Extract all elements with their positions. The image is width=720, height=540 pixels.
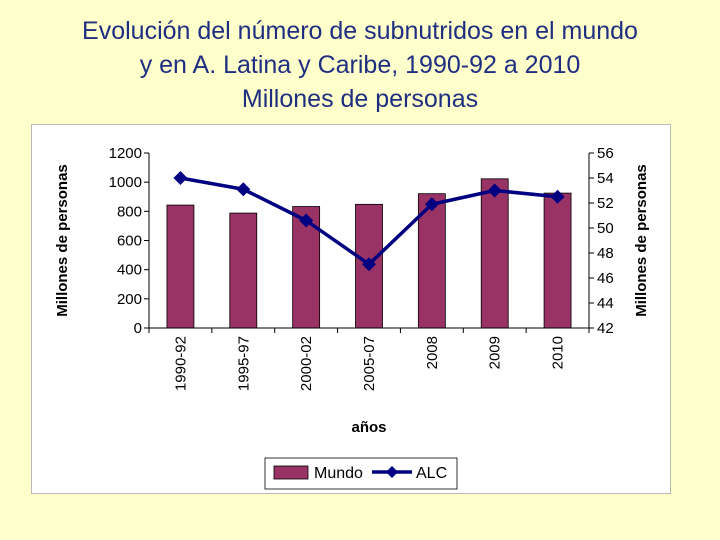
y2-tick-label-46: 46	[597, 270, 614, 287]
y2-tick-label-56: 56	[597, 145, 614, 162]
point-alc-2009	[487, 183, 502, 198]
y2-tick-label-54: 54	[597, 170, 614, 187]
combo-chart: 0 200 400 600 800 1000 1200 42 44 46 48 50 52 54 56 199…	[54, 145, 650, 490]
chart-area: 0 200 400 600 800 1000 1200 42 44 46 48 50 52 54 56 199…	[31, 124, 671, 494]
y-tick-label-600: 600	[117, 233, 142, 250]
x-tick-label-2008: 2008	[424, 336, 441, 369]
bar-mundo-2008	[417, 193, 446, 329]
point-alc-1990-92	[173, 171, 188, 185]
x-tick-label-2010: 2010	[550, 336, 567, 369]
title-line-1: Evolución del número de subnutridos en e…	[82, 17, 638, 45]
legend-marker-alc	[386, 466, 398, 478]
legend-label-mundo: Mundo	[314, 465, 363, 482]
point-alc-2010	[550, 189, 565, 204]
legend-label-alc: ALC	[416, 465, 447, 482]
x-axis-title: años	[351, 419, 386, 436]
y-tick-label-1000: 1000	[109, 174, 142, 191]
title-line-3: Millones de personas	[241, 85, 479, 113]
y2-tick-label-52: 52	[597, 195, 614, 212]
y-tick-label-0: 0	[134, 320, 142, 337]
x-tick-label-1990-92: 1990-92	[172, 336, 189, 391]
x-tick-label-2000-02: 2000-02	[298, 336, 315, 391]
bar-mundo-2009	[480, 178, 509, 329]
x-tick-label-2005-07: 2005-07	[361, 336, 378, 391]
y2-tick-label-48: 48	[597, 245, 614, 262]
y-tick-label-1200: 1200	[109, 145, 142, 162]
y2-axis-title: Millones de personas	[633, 164, 650, 317]
slide-title: Evolución del número de subnutridos en e…	[0, 14, 720, 116]
y-axis-title: Millones de personas	[54, 164, 71, 317]
point-alc-2005-07	[362, 257, 376, 272]
y2-tick-label-42: 42	[597, 320, 614, 337]
legend-swatch-mundo	[273, 465, 309, 480]
y-tick-label-400: 400	[117, 262, 142, 279]
x-tick-label-1995-97: 1995-97	[235, 336, 252, 391]
y2-tick-label-50: 50	[597, 220, 614, 237]
title-line-2: y en A. Latina y Caribe, 1990-92 a 2010	[139, 51, 581, 79]
point-alc-2000-02	[299, 213, 314, 228]
point-alc-1995-97	[236, 182, 251, 197]
y-tick-label-200: 200	[117, 291, 142, 308]
bar-mundo-2010	[543, 192, 572, 329]
y-tick-label-800: 800	[117, 203, 142, 220]
x-tick-label-2009: 2009	[487, 336, 504, 369]
bar-mundo-1995-97	[229, 212, 258, 329]
point-alc-2008	[424, 197, 439, 212]
bar-mundo-1990-92	[166, 204, 195, 329]
y2-tick-label-44: 44	[597, 295, 614, 312]
